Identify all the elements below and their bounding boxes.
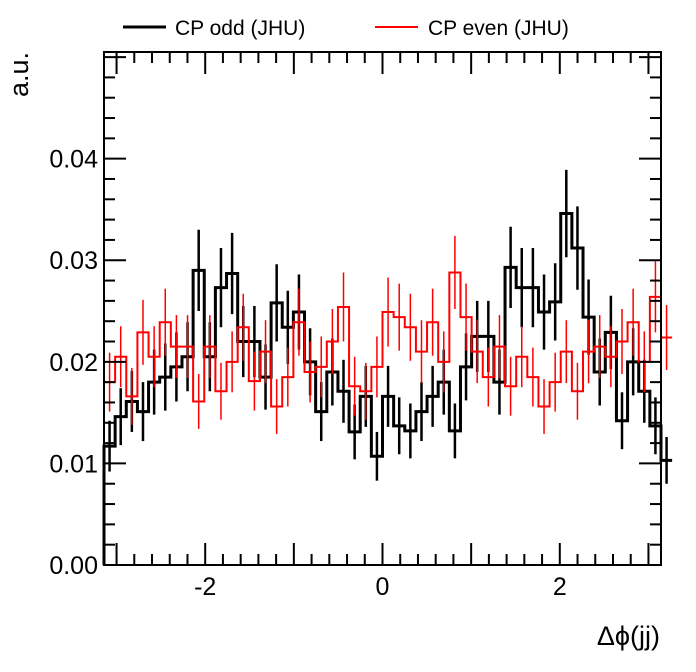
y-tick-label: 0.00 — [49, 552, 98, 580]
y-tick-label: 0.04 — [49, 146, 98, 174]
plot-frame — [103, 51, 662, 566]
legend: CP odd (JHU) CP even (JHU) — [123, 17, 569, 40]
y-tick-label: 0.01 — [49, 450, 98, 478]
y-axis-label: a.u. — [4, 52, 34, 97]
x-axis-label: Δϕ(jj) — [597, 621, 660, 651]
y-tick-label: 0.03 — [49, 247, 98, 275]
x-tick-label: 2 — [553, 573, 567, 601]
legend-label-cp-odd: CP odd (JHU) — [175, 17, 305, 40]
x-tick-label: 0 — [376, 573, 390, 601]
legend-label-cp-even: CP even (JHU) — [428, 17, 569, 40]
tick-labels: 0.00 0.01 0.02 0.03 0.04 -2 0 2 — [49, 146, 566, 601]
series-layer — [102, 169, 673, 565]
series-cp-even — [103, 235, 673, 565]
axis-ticks — [104, 52, 661, 566]
x-tick-label: -2 — [194, 573, 216, 601]
series-cp-odd — [102, 169, 673, 565]
y-tick-label: 0.02 — [49, 349, 98, 377]
